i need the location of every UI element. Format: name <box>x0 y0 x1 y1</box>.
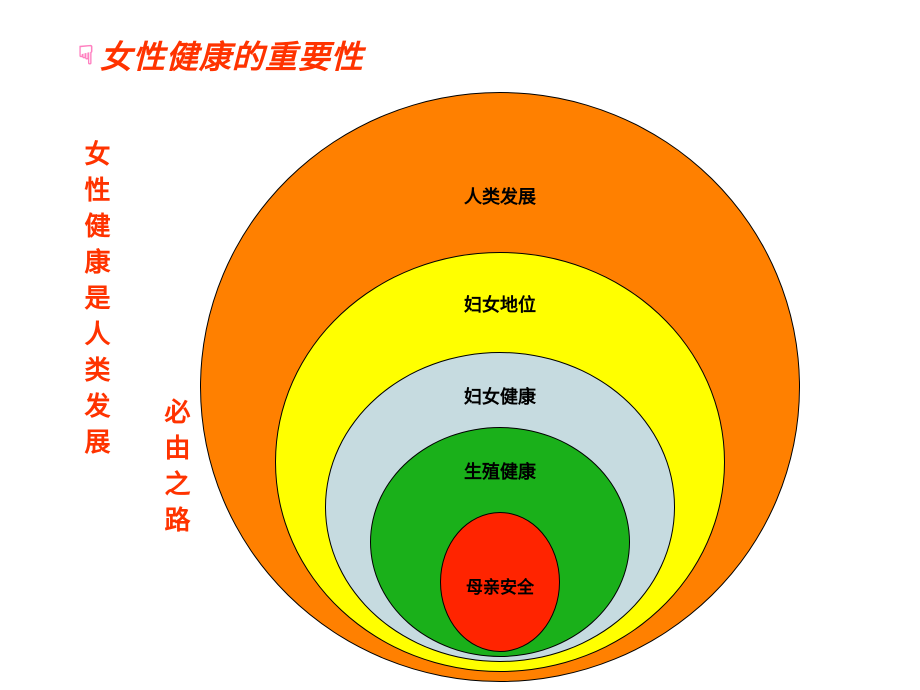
ellipse-label-1: 妇女地位 <box>464 291 536 317</box>
ellipse-layer-4: 母亲安全 <box>440 512 560 652</box>
title-row: ☟ 女性健康的重要性 <box>78 32 364 78</box>
ellipse-label-3: 生殖健康 <box>464 458 536 484</box>
ellipse-label-2: 妇女健康 <box>464 383 536 409</box>
page-title: 女性健康的重要性 <box>100 32 364 78</box>
ellipse-label-0: 人类发展 <box>464 183 536 209</box>
side-text-1: 女性健康是人类发展 <box>78 140 115 464</box>
nested-ellipse-diagram: 人类发展妇女地位妇女健康生殖健康母亲安全 <box>200 92 800 682</box>
pointer-icon: ☟ <box>78 40 94 71</box>
ellipse-label-4: 母亲安全 <box>466 573 534 598</box>
side-text-2: 必由之路 <box>158 398 195 542</box>
